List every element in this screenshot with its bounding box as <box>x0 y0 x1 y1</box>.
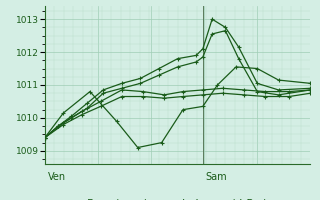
Text: Sam: Sam <box>205 172 227 182</box>
Text: Ven: Ven <box>47 172 66 182</box>
Text: Pression niveau de la mer( hPa ): Pression niveau de la mer( hPa ) <box>87 199 268 200</box>
